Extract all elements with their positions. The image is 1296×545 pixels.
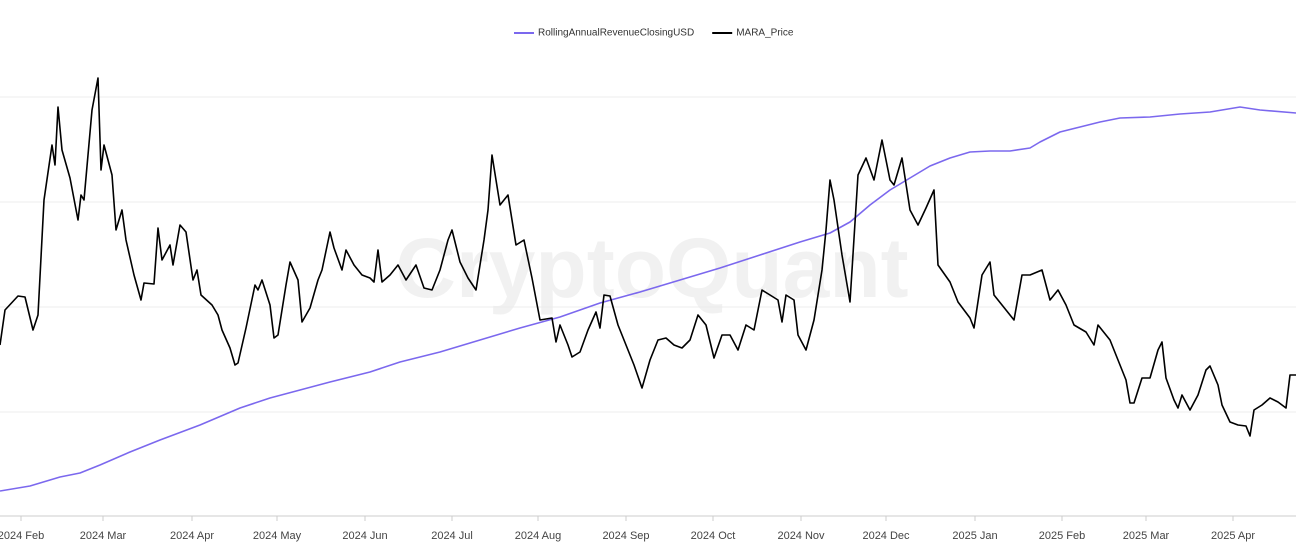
watermark: CryptoQuant [395,221,908,315]
x-tick-label: 2025 Jan [952,530,997,542]
x-tick-label: 2024 Jun [342,530,387,542]
x-tick-label: 2024 Mar [80,530,127,542]
x-tick-label: 2024 Jul [431,530,473,542]
x-tick-label: 2024 Nov [777,530,825,542]
x-tick-label: 2024 May [253,530,302,542]
x-tick-label: 2024 Feb [0,530,44,542]
series-line [0,77,1296,437]
x-tick-label: 2024 Oct [691,530,736,542]
x-tick-label: 2024 Dec [862,530,910,542]
x-tick-label: 2024 Aug [515,530,562,542]
series-line [0,106,1296,492]
x-tick-label: 2025 Feb [1039,530,1085,542]
x-tick-label: 2024 Sep [602,530,649,542]
x-tick-label: 2025 Mar [1123,530,1170,542]
x-tick-label: 2024 Apr [170,530,214,542]
x-tick-label: 2025 Apr [1211,530,1255,542]
legend-label: RollingAnnualRevenueClosingUSD [538,28,694,39]
legend-label: MARA_Price [736,28,794,39]
